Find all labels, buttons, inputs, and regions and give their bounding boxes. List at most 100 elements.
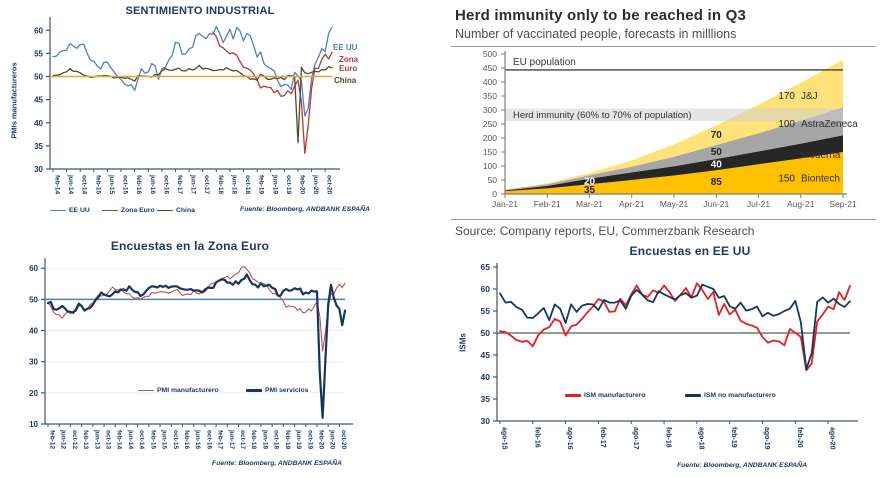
legend-swatch xyxy=(102,209,118,212)
x-tick-label: feb-16 xyxy=(135,175,142,195)
legend-item-zona-euro: Zona Euro xyxy=(102,207,155,214)
series-line-ism-manufacturero xyxy=(499,282,851,372)
source-note: Fuente: Bloomberg, ANDBANK ESPAÑA xyxy=(212,460,342,467)
legend-item-ism-manufacturero: ISM manufacturero xyxy=(565,392,646,399)
y-tick-label: 300 xyxy=(483,105,497,115)
total-label: 170 xyxy=(778,91,795,102)
legend-label: ISM manufacturero xyxy=(584,392,646,399)
x-tick-label: jun-20 xyxy=(329,429,336,450)
y-tick-label: 60 xyxy=(34,26,43,35)
y-axis-label: PMIs manufactureros xyxy=(9,62,19,139)
divider xyxy=(451,46,876,47)
area-value-label: 35 xyxy=(584,185,596,196)
source-note: Fuente: Bloomberg, ANDBANK ESPAÑA xyxy=(677,462,807,469)
x-tick-label: Jan-21 xyxy=(492,199,518,209)
y-tick-label: 250 xyxy=(483,119,497,129)
y-tick-label: 55 xyxy=(481,306,491,316)
x-tick-label: oct-13 xyxy=(105,430,112,450)
legend-item-ism-no-manufacturero: ISM no manufacturero xyxy=(685,392,776,399)
series-line-ee-uu xyxy=(52,25,333,117)
x-tick-label: oct-19 xyxy=(285,175,292,195)
y-tick-label: 40 xyxy=(481,372,491,382)
series-end-label-euro: Euro xyxy=(339,64,358,73)
x-tick-label: jun-12 xyxy=(60,429,67,450)
legend-swatch xyxy=(50,209,66,212)
vaccine-name-label: Moderna xyxy=(801,150,841,161)
legend-label: Zona Euro xyxy=(121,207,155,214)
y-tick-label: 40 xyxy=(29,327,38,336)
x-tick-label: Aug-21 xyxy=(787,199,815,209)
x-tick-label: Mar-21 xyxy=(576,199,603,209)
legend-swatch xyxy=(246,389,262,392)
x-tick-label: feb-18 xyxy=(665,427,672,448)
x-tick-label: jun-17 xyxy=(190,174,197,195)
y-tick-label: 10 xyxy=(29,420,38,429)
x-tick-label: oct-15 xyxy=(172,430,179,450)
x-tick-label: feb-16 xyxy=(533,427,540,448)
y-tick-label: 150 xyxy=(483,147,497,157)
area-value-label: 20 xyxy=(584,176,596,187)
eu-population-label: EU population xyxy=(513,57,576,68)
x-tick-label: jun-16 xyxy=(194,429,201,450)
x-tick-label: feb-13 xyxy=(82,430,89,450)
vaccine-name-label: Biontech xyxy=(801,174,840,185)
zona-euro-chart: 10 20 30 40 50 60 feb-12 jun-12 oct-12 feb-13 jun-… xyxy=(29,258,353,450)
total-label: 150 xyxy=(778,174,795,185)
y-tick-label: 60 xyxy=(29,264,38,273)
y-axis-label: ISMs xyxy=(458,333,468,352)
x-tick-label: ago-20 xyxy=(829,427,836,450)
y-tick-label: 200 xyxy=(483,133,497,143)
x-tick-label: oct-12 xyxy=(71,430,78,450)
x-tick-label: oct-14 xyxy=(138,430,145,450)
legend-item-china: China xyxy=(157,207,195,214)
x-tick-label: jun-19 xyxy=(271,174,278,195)
x-tick-label: feb-12 xyxy=(49,430,56,450)
y-tick-label: 30 xyxy=(29,358,38,367)
x-tick-label: oct-15 xyxy=(122,175,129,195)
chart-subtitle: Number of vaccinated people, forecasts i… xyxy=(455,27,737,41)
area-value-label: 50 xyxy=(711,147,723,158)
y-tick-label: 45 xyxy=(34,96,43,105)
x-tick-label: jun-18 xyxy=(261,429,268,450)
y-tick-label: 45 xyxy=(481,350,491,360)
x-tick-label: feb-19 xyxy=(258,175,265,195)
x-tick-label: oct-20 xyxy=(340,430,347,450)
area-biontech xyxy=(505,152,843,194)
series-line-pmi-servicios xyxy=(46,273,347,419)
legend-item-pmi-manufacturero: PMI manufacturero xyxy=(138,387,219,394)
series-end-label-china: China xyxy=(334,76,357,85)
x-tick-label: feb-16 xyxy=(183,430,190,450)
panel-encuestas-eeuu: Encuestas en EE UU 30 35 40 45 50 55 60 65 ago-1… xyxy=(447,240,880,478)
x-tick-label: feb-18 xyxy=(217,175,224,195)
x-tick-label: jun-16 xyxy=(149,174,156,195)
y-tick-label: 20 xyxy=(29,389,38,398)
y-tick-label: 450 xyxy=(483,63,497,73)
area-value-label: 85 xyxy=(711,177,723,188)
source-note: Source: Company reports, EU, Commerzbank… xyxy=(455,224,755,238)
y-tick-label: 65 xyxy=(481,262,491,272)
series-end-label-zona: Zona xyxy=(339,55,359,64)
y-tick-label: 60 xyxy=(481,284,491,294)
x-tick-label: oct-18 xyxy=(244,175,251,195)
legend-swatch xyxy=(565,394,581,397)
x-tick-label: jun-17 xyxy=(228,429,235,450)
series-end-label-ee-uu: EE UU xyxy=(333,43,358,52)
panel-sentimiento-industrial: SENTIMIENTO INDUSTRIAL 30 35 40 45 50 55 60 feb… xyxy=(0,0,440,236)
x-tick-label: feb-20 xyxy=(796,427,803,448)
x-tick-label: jun-18 xyxy=(230,174,237,195)
x-tick-label: ago-16 xyxy=(566,427,573,450)
x-tick-label: jun-20 xyxy=(312,174,319,195)
x-tick-label: feb-20 xyxy=(317,430,324,450)
legend-swatch xyxy=(138,389,154,392)
herd-immunity-chart: Herd immunity (60% to 70% of population)… xyxy=(483,49,858,209)
sentimiento-chart: 30 35 40 45 50 55 60 feb-14 jun-14 oct-14 feb-15 ju… xyxy=(34,17,340,195)
x-tick-label: feb-14 xyxy=(54,175,61,195)
legend-swatch xyxy=(685,394,701,397)
x-tick-label: feb-19 xyxy=(284,430,291,450)
x-tick-label: oct-18 xyxy=(273,430,280,450)
x-tick-label: feb-19 xyxy=(730,427,737,448)
legend-swatch xyxy=(157,209,173,212)
x-tick-label: Apr-21 xyxy=(619,199,645,209)
vaccine-name-label: J&J xyxy=(801,91,818,102)
x-tick-label: oct-16 xyxy=(205,430,212,450)
